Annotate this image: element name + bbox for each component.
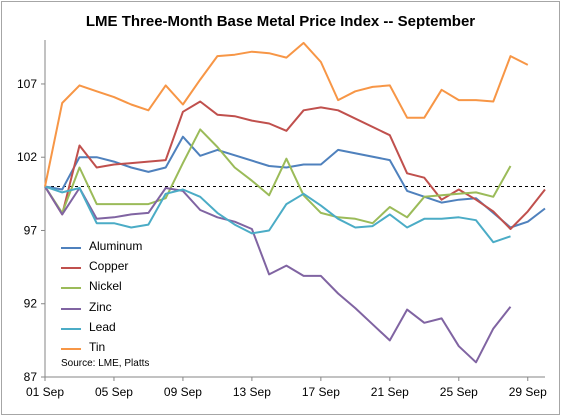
legend-swatch [61,307,81,310]
legend-item-zinc: Zinc [61,299,211,319]
legend-label: Zinc [89,299,112,314]
y-tick-label: 87 [24,370,38,384]
legend-label: Nickel [89,279,122,294]
legend-item-aluminum: Aluminum [61,238,211,258]
legend-label: Aluminum [89,239,143,253]
series-line-tin [44,41,529,187]
series-line-lead [44,185,511,244]
chart-axes [44,40,545,378]
y-tick-label: 97 [24,223,38,237]
legend-label: Lead [89,319,116,334]
legend-item-lead: Lead [61,319,211,339]
y-tick-label: 92 [24,297,38,311]
x-tick-label: 21 Sep [371,385,409,399]
legend-swatch [61,287,81,290]
x-tick-label: 25 Sep [440,385,478,399]
series-lines [44,41,546,364]
legend-swatch [61,267,81,270]
legend-swatch [61,327,81,330]
legend-swatch [61,347,81,350]
series-line-nickel [44,128,512,225]
x-tick-label: 01 Sep [26,385,64,399]
chart-title: LME Three-Month Base Metal Price Index -… [85,13,476,30]
x-tick-label: 29 Sep [509,385,547,399]
legend-item-copper: Copper [61,258,211,278]
legend-label: Copper [89,259,129,274]
chart-legend: Aluminum Copper Nickel Zinc Lead Tin [61,238,211,359]
legend-item-nickel: Nickel [61,278,211,298]
x-tick-label: 17 Sep [302,385,340,399]
legend-label: Tin [89,339,106,354]
legend-swatch [61,247,81,249]
legend-item-tin: Tin [61,339,211,359]
y-axis-ticks: 87 92 97 102 107 [17,77,45,384]
y-tick-label: 102 [17,150,37,164]
y-tick-label: 107 [17,77,37,91]
x-axis-ticks: 01 Sep 05 Sep 09 Sep 13 Sep 17 Sep 21 Sep 25 S… [26,377,547,399]
series-line-aluminum [44,135,546,229]
x-tick-label: 09 Sep [164,385,202,399]
x-tick-label: 05 Sep [95,385,133,399]
x-tick-label: 13 Sep [233,385,271,399]
series-line-zinc [44,185,512,364]
chart-source: Source: LME, Platts [61,358,150,369]
series-line-copper [44,100,546,230]
